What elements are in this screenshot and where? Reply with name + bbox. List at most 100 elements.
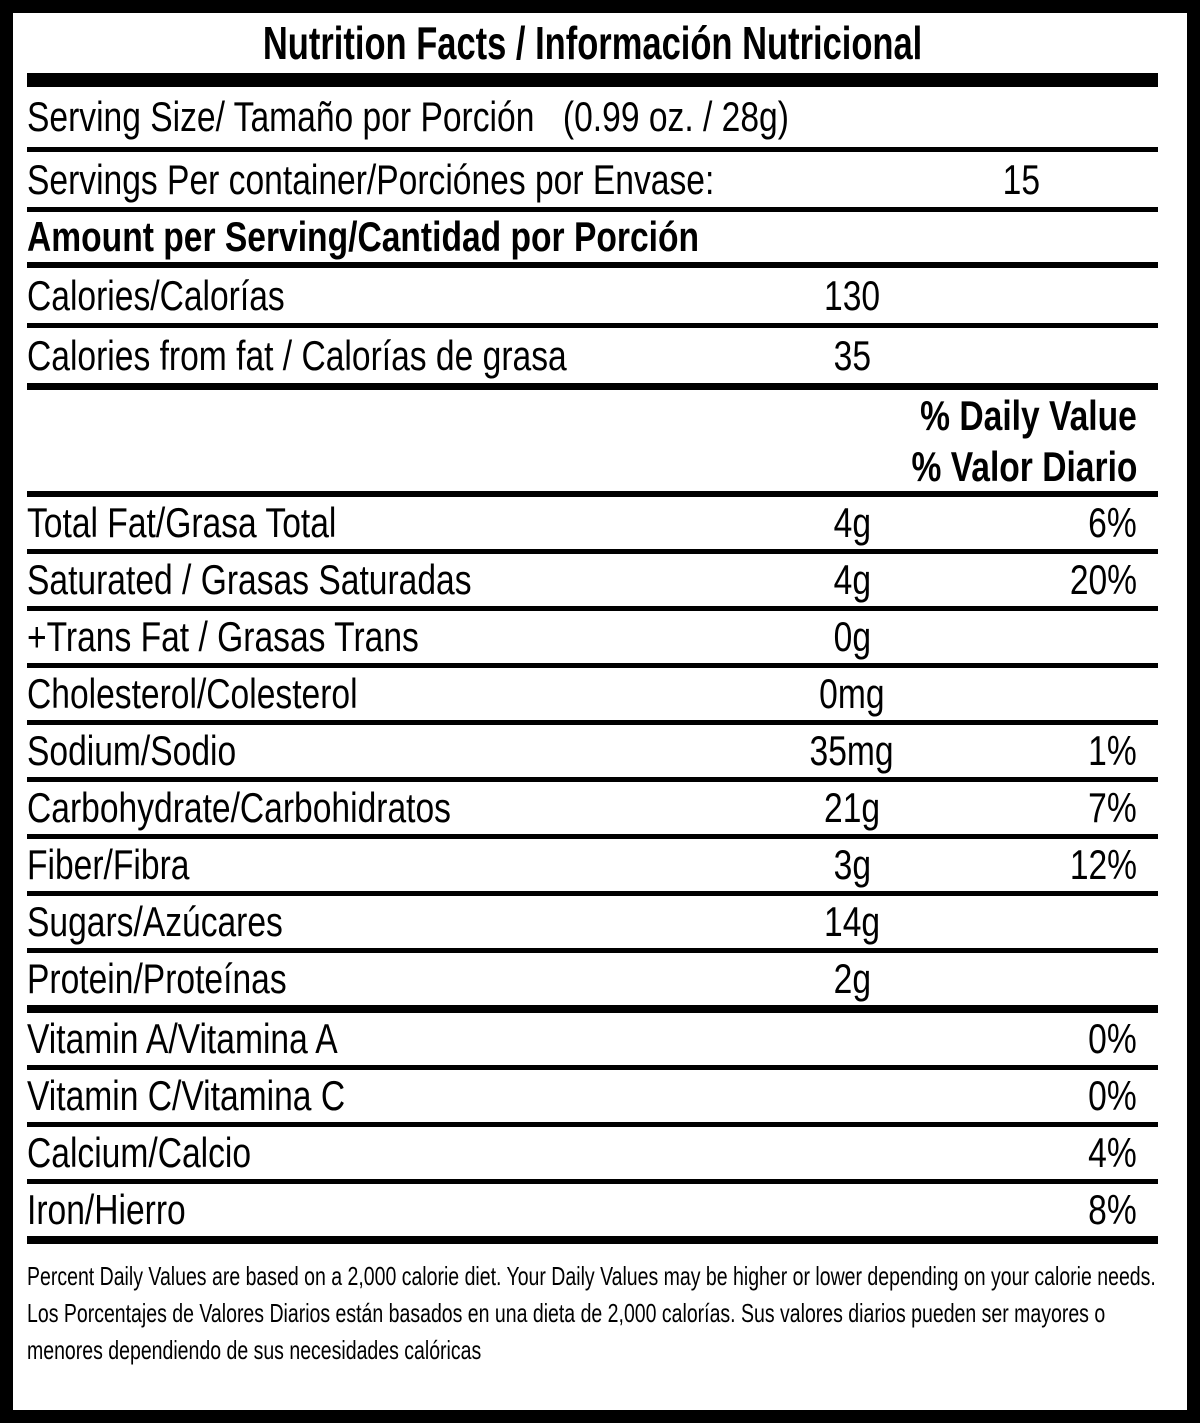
nutrient-dv-cell: 4% [987,1127,1158,1179]
dv-header-en-cell: % Daily Value [920,390,1158,442]
nutrient-amount-cell: 0g [717,611,987,663]
nutrient-amount: 3g [833,841,871,888]
nutrient-amount: 2g [833,955,871,1002]
calories-from-fat-label: Calories from fat / Calorías de grasa [27,331,567,379]
nutrient-row: Fiber/Fibra 3g 12% [27,839,1158,896]
daily-value-header-en-row: % Daily Value [27,390,1158,442]
amount-per-serving-heading: Amount per Serving/Cantidad por Porción [27,213,700,260]
servings-dv-cell [1156,152,1200,207]
daily-value-header-en: % Daily Value [920,392,1137,439]
nutrient-row: Total Fat/Grasa Total 4g 6% [27,497,1158,554]
nutrient-dv-cell: 0% [987,1013,1158,1065]
dv-header-es-spacer [27,442,717,491]
calories-from-fat-dv-cell [987,328,1158,383]
nutrient-label: Vitamin C/Vitamina C [27,1072,346,1119]
nutrient-dv-cell: 12% [987,839,1158,891]
serving-size-value: (0.99 oz. / 28g) [562,93,789,140]
nutrient-dv: 0% [1088,1072,1137,1119]
nutrient-amount-cell: 14g [717,896,987,948]
nutrient-dv-cell: 1% [987,725,1158,777]
nutrient-label-cell: Carbohydrate/Carbohidratos [27,782,717,834]
nutrient-label: Total Fat/Grasa Total [27,499,337,546]
nutrient-dv: 4% [1088,1129,1137,1176]
nutrient-dv-cell [987,611,1158,663]
nutrient-dv-cell [987,668,1158,720]
nutrient-amount-cell [717,1070,987,1122]
nutrient-dv: 12% [1069,841,1137,888]
dv-header-es-cell: % Valor Diario [911,442,1158,491]
nutrient-label: Calcium/Calcio [27,1129,252,1176]
nutrient-dv: 6% [1088,499,1137,546]
nutrient-label-cell: Fiber/Fibra [27,839,717,891]
servings-per-container-value: 15 [1002,155,1040,203]
nutrient-amount: 0mg [819,670,885,717]
nutrient-label: Sodium/Sodio [27,727,237,774]
nutrient-row: Iron/Hierro 8% [27,1184,1158,1244]
daily-value-header-es: % Valor Diario [911,442,1137,490]
servings-value-cell: 15 [886,152,1156,207]
nutrient-amount-cell: 2g [717,953,987,1005]
nutrient-amount-cell: 3g [717,839,987,891]
nutrient-row: Vitamin A/Vitamina A 0% [27,1013,1158,1070]
nutrient-label-cell: Total Fat/Grasa Total [27,497,717,549]
nutrient-amount: 35mg [809,727,895,774]
nutrient-label: Cholesterol/Colesterol [27,670,358,717]
footnote-es: Los Porcentajes de Valores Diarios están… [27,1298,1106,1365]
nutrient-row: Sodium/Sodio 35mg 1% [27,725,1158,782]
nutrient-dv: 20% [1069,556,1137,603]
nutrient-dv: 8% [1088,1186,1137,1233]
label-title-row: Nutrition Facts / Información Nutriciona… [27,13,1158,73]
calories-dv-cell [987,268,1158,323]
nutrient-amount-cell [717,1013,987,1065]
nutrient-amount-cell: 4g [717,554,987,606]
nutrient-amount: 0g [833,613,871,660]
nutrient-row: Sugars/Azúcares 14g [27,896,1158,953]
nutrient-dv-cell: 6% [987,497,1158,549]
label-title: Nutrition Facts / Información Nutriciona… [262,17,923,69]
nutrient-label: Fiber/Fibra [27,841,190,888]
nutrient-label: Iron/Hierro [27,1186,186,1233]
serving-size-row: Serving Size/ Tamaño por Porción (0.99 o… [27,87,1158,152]
nutrient-label-cell: Saturated / Grasas Saturadas [27,554,717,606]
nutrient-label-cell: Protein/Proteínas [27,953,717,1005]
nutrient-dv-cell: 7% [987,782,1158,834]
nutrient-row: +Trans Fat / Grasas Trans 0g [27,611,1158,668]
calories-from-fat-value: 35 [833,331,871,379]
nutrient-rows-section: Total Fat/Grasa Total 4g 6% Saturated / … [27,497,1158,1244]
nutrient-label-cell: Sodium/Sodio [27,725,717,777]
nutrient-dv-cell [987,953,1158,1005]
serving-size-line: Serving Size/ Tamaño por Porción (0.99 o… [27,93,789,141]
serving-size-label: Serving Size/ Tamaño por Porción [27,93,535,140]
nutrient-row: Cholesterol/Colesterol 0mg [27,668,1158,725]
nutrient-label: Carbohydrate/Carbohidratos [27,784,451,831]
nutrient-label-cell: Calcium/Calcio [27,1127,717,1179]
nutrient-label: Sugars/Azúcares [27,898,283,945]
calories-value-cell: 130 [717,268,987,323]
footnote-en: Percent Daily Values are based on a 2,00… [27,1261,1156,1291]
nutrient-label: Saturated / Grasas Saturadas [27,556,472,603]
nutrient-dv: 1% [1088,727,1137,774]
nutrient-row: Calcium/Calcio 4% [27,1127,1158,1184]
daily-value-header-es-row: % Valor Diario [27,442,1158,497]
calories-from-fat-label-cell: Calories from fat / Calorías de grasa [27,328,717,383]
servings-per-container-label: Servings Per container/Porciónes por Env… [27,155,715,203]
servings-per-container-row: Servings Per container/Porciónes por Env… [27,152,1158,212]
nutrient-amount-cell [717,1184,987,1236]
nutrient-amount: 21g [823,784,881,831]
footnotes-section: Percent Daily Values are based on a 2,00… [27,1244,1158,1410]
nutrient-dv-cell: 0% [987,1070,1158,1122]
nutrient-amount: 14g [823,898,881,945]
nutrient-amount-cell: 4g [717,497,987,549]
nutrient-dv: 7% [1088,784,1137,831]
nutrient-label-cell: Cholesterol/Colesterol [27,668,717,720]
nutrient-label: Vitamin A/Vitamina A [27,1015,338,1062]
nutrient-row: Carbohydrate/Carbohidratos 21g 7% [27,782,1158,839]
amount-per-serving-row: Amount per Serving/Cantidad por Porción [27,212,1158,268]
calories-from-fat-value-cell: 35 [717,328,987,383]
servings-label-cell: Servings Per container/Porciónes por Env… [27,152,886,207]
calories-label: Calories/Calorías [27,271,285,319]
nutrient-amount: 4g [833,556,871,603]
nutrient-row: Protein/Proteínas 2g [27,953,1158,1013]
nutrient-amount-cell: 0mg [717,668,987,720]
